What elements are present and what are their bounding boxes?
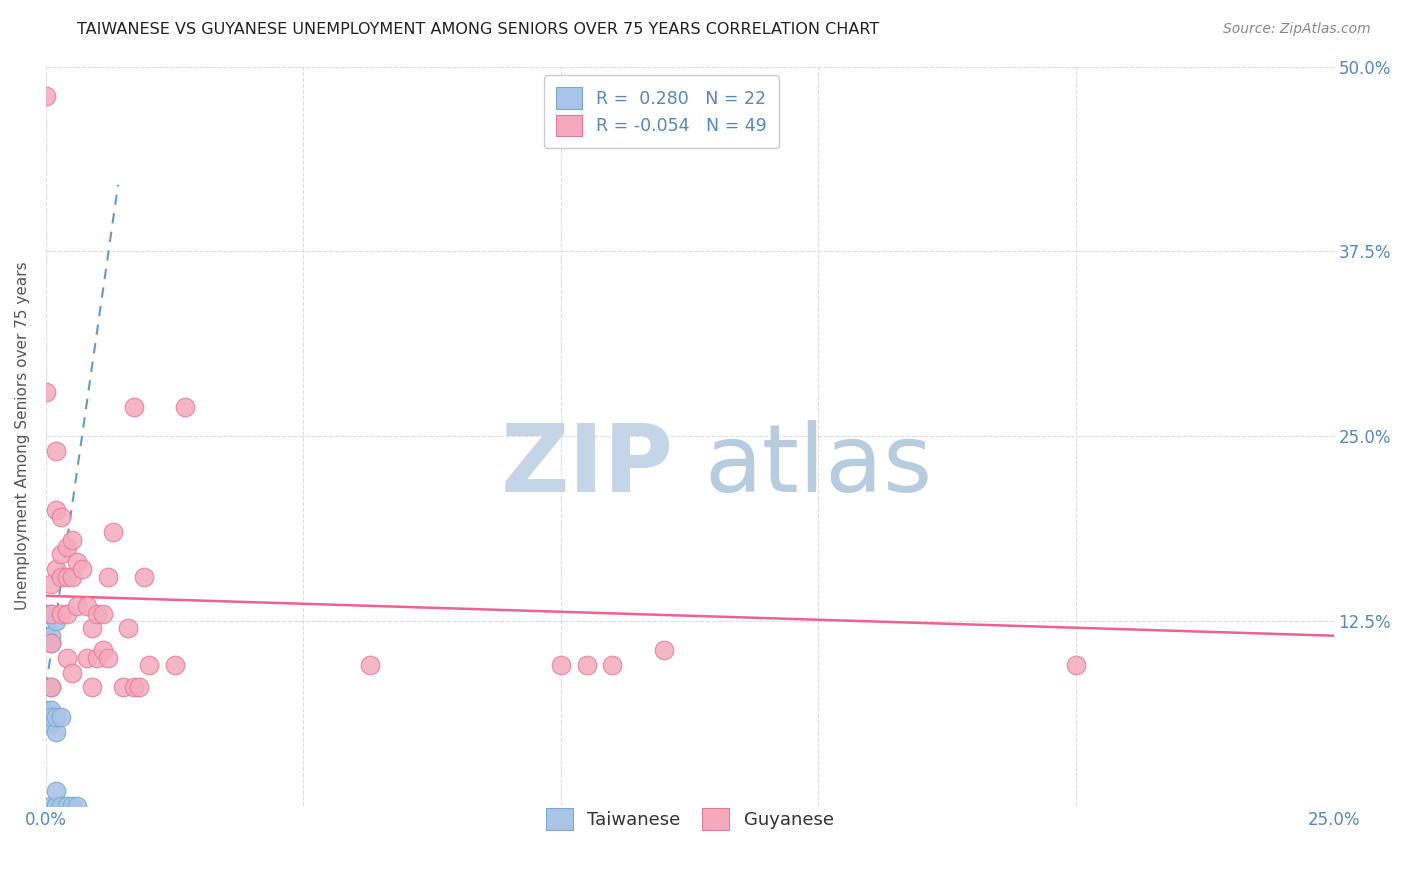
Point xyxy=(82,681,104,695)
Point xyxy=(39,607,62,621)
Point xyxy=(45,784,67,798)
Point xyxy=(86,607,108,621)
Point xyxy=(359,658,381,673)
Y-axis label: Unemployment Among Seniors over 75 years: Unemployment Among Seniors over 75 years xyxy=(15,262,30,610)
Legend: Taiwanese, Guyanese: Taiwanese, Guyanese xyxy=(531,794,848,845)
Point xyxy=(112,681,135,695)
Point xyxy=(60,533,83,547)
Point xyxy=(35,703,58,717)
Text: ZIP: ZIP xyxy=(501,420,673,512)
Point xyxy=(174,400,197,414)
Point xyxy=(45,503,67,517)
Point xyxy=(66,798,89,813)
Point xyxy=(39,577,62,591)
Point xyxy=(550,658,572,673)
Point xyxy=(60,798,83,813)
Point xyxy=(45,614,67,628)
Point xyxy=(128,681,150,695)
Point xyxy=(39,636,62,650)
Point xyxy=(35,89,58,103)
Point xyxy=(122,400,145,414)
Point xyxy=(55,540,77,554)
Point xyxy=(39,798,62,813)
Point xyxy=(39,710,62,724)
Point xyxy=(76,599,98,614)
Point xyxy=(39,717,62,731)
Point xyxy=(652,643,675,657)
Point xyxy=(39,636,62,650)
Point xyxy=(101,525,124,540)
Point xyxy=(45,710,67,724)
Point xyxy=(51,798,73,813)
Point xyxy=(117,621,139,635)
Point xyxy=(60,665,83,680)
Point xyxy=(76,651,98,665)
Point xyxy=(39,681,62,695)
Point xyxy=(45,444,67,458)
Point xyxy=(86,651,108,665)
Point xyxy=(39,681,62,695)
Point xyxy=(35,629,58,643)
Point xyxy=(51,548,73,562)
Point xyxy=(45,798,67,813)
Point xyxy=(55,607,77,621)
Point xyxy=(39,629,62,643)
Point xyxy=(70,562,93,576)
Point xyxy=(132,569,155,583)
Point xyxy=(51,510,73,524)
Point xyxy=(51,569,73,583)
Point xyxy=(51,710,73,724)
Point xyxy=(55,651,77,665)
Point xyxy=(138,658,160,673)
Point xyxy=(66,555,89,569)
Point xyxy=(575,658,598,673)
Text: TAIWANESE VS GUYANESE UNEMPLOYMENT AMONG SENIORS OVER 75 YEARS CORRELATION CHART: TAIWANESE VS GUYANESE UNEMPLOYMENT AMONG… xyxy=(77,22,880,37)
Point xyxy=(122,681,145,695)
Point xyxy=(39,703,62,717)
Point xyxy=(91,643,114,657)
Point xyxy=(45,562,67,576)
Point xyxy=(45,798,67,813)
Point xyxy=(55,569,77,583)
Point xyxy=(60,569,83,583)
Text: Source: ZipAtlas.com: Source: ZipAtlas.com xyxy=(1223,22,1371,37)
Point xyxy=(91,607,114,621)
Point xyxy=(66,599,89,614)
Point xyxy=(1064,658,1087,673)
Point xyxy=(35,384,58,399)
Point xyxy=(35,607,58,621)
Point xyxy=(45,724,67,739)
Point xyxy=(97,569,120,583)
Point xyxy=(602,658,624,673)
Point xyxy=(39,607,62,621)
Point xyxy=(51,607,73,621)
Text: atlas: atlas xyxy=(704,420,932,512)
Point xyxy=(55,798,77,813)
Point xyxy=(163,658,186,673)
Point xyxy=(82,621,104,635)
Point xyxy=(97,651,120,665)
